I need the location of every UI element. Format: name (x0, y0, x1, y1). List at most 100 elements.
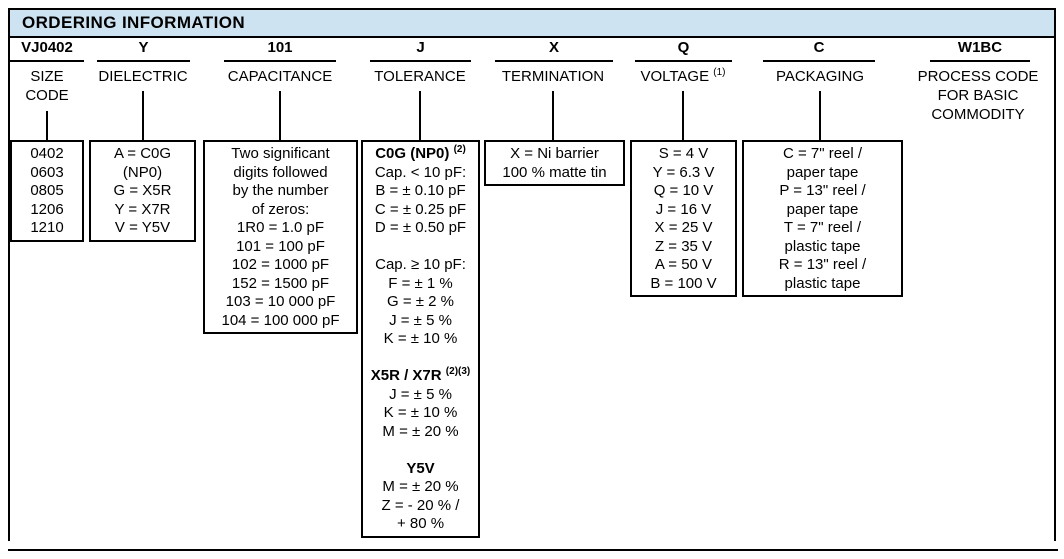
text-line: X5R / X7R (2)(3) (370, 366, 471, 385)
text-line: VOLTAGE (1) (640, 67, 726, 86)
text-line: Z = - 20 % / (381, 496, 460, 514)
text-line: SIZE (30, 68, 64, 85)
text-line: 1206 (30, 200, 64, 218)
text-line: A = 50 V (654, 256, 713, 273)
text-line: Y5V (406, 459, 435, 477)
section-header: ORDERING INFORMATION (8, 8, 1056, 38)
text-line: (NP0) (122, 163, 163, 181)
text-line: 100 % matte tin (502, 163, 607, 181)
text-line: Cap. < 10 pF: (374, 163, 467, 181)
footnote-marker: (1) (713, 67, 726, 78)
size-code-options-box: 0402 0603 0805 1206 1210 (10, 140, 84, 242)
text-line: digits followed (233, 163, 328, 181)
connector-line (682, 91, 684, 140)
text-line: Q = 10 V (653, 182, 714, 199)
text-line: Z = 35 V (654, 237, 713, 255)
code-value: X (548, 39, 559, 56)
text-line (363, 349, 478, 368)
text-line: P = 13" reel / (779, 182, 866, 199)
connector-line (819, 91, 821, 140)
section-title: ORDERING INFORMATION (22, 13, 246, 32)
frame-right-border (1054, 8, 1056, 541)
text-line: TERMINATION (501, 68, 605, 85)
column-label: TERMINATION (473, 67, 633, 86)
text-line: 102 = 1000 pF (231, 256, 330, 273)
code-underline (763, 60, 875, 62)
text-line: plastic tape (784, 237, 861, 255)
code-value: 101 (267, 39, 293, 56)
bottom-rule (8, 549, 1058, 551)
text-line: R = 13" reel / (778, 256, 867, 273)
text-line: 152 = 1500 pF (231, 274, 330, 292)
text-line: Two significant (231, 145, 330, 162)
connector-line (46, 111, 48, 140)
text-line: J = ± 5 % (389, 385, 452, 403)
packaging-options-box: C = 7" reel / paper tape P = 13" reel / pap… (742, 140, 903, 297)
footnote-marker: (2) (453, 144, 466, 155)
text-line: M = ± 20 % (382, 478, 459, 495)
column-label: DIELECTRIC (63, 67, 223, 86)
text-line: A = C0G (113, 145, 172, 162)
column-label: SIZE CODE (0, 67, 127, 105)
column-label: VOLTAGE (1) (603, 67, 763, 86)
code-underline (495, 60, 613, 62)
text-line: X = Ni barrier (510, 145, 599, 162)
text-line: B = 100 V (650, 274, 717, 292)
text-line: M = ± 20 % (382, 422, 459, 440)
text-line: plastic tape (784, 274, 861, 292)
code-value: C (813, 39, 825, 56)
text-line: C = ± 0.25 pF (374, 200, 467, 218)
code-value: Q (677, 39, 690, 56)
text-line: S = 4 V (658, 145, 709, 162)
text-line: G = ± 2 % (386, 293, 454, 310)
column-label: TOLERANCE (340, 67, 500, 86)
text-line: paper tape (786, 200, 859, 218)
text-line: T = 7" reel / (783, 219, 862, 236)
code-underline (930, 60, 1030, 62)
code-underline (10, 60, 84, 62)
termination-options-box: X = Ni barrier 100 % matte tin (484, 140, 625, 186)
capacitance-options-box: Two significant digits followed by the num… (203, 140, 358, 334)
text-line: K = ± 10 % (383, 404, 458, 421)
text-line: F = ± 1 % (388, 274, 453, 292)
text-line: of zeros: (251, 200, 310, 218)
connector-line (552, 91, 554, 140)
column-label: PACKAGING (740, 67, 900, 86)
text-line: FOR BASIC (937, 87, 1019, 104)
text-line: COMMODITY (931, 106, 1025, 123)
text-line: V = Y5V (114, 219, 171, 236)
text-line: G = X5R (113, 182, 172, 199)
text-line: PACKAGING (775, 68, 865, 85)
code-value: J (416, 39, 425, 56)
text-line: 104 = 100 000 pF (221, 311, 340, 329)
column-label: PROCESS CODE FOR BASIC COMMODITY (898, 67, 1058, 124)
frame-left-border (8, 8, 10, 541)
text-line: by the number (232, 182, 329, 199)
text-line: 0402 (30, 145, 64, 162)
code-underline (635, 60, 732, 62)
text-line: K = ± 10 % (383, 330, 458, 347)
text-line (363, 441, 478, 460)
text-line: C = 7" reel / (782, 145, 863, 162)
text-line: 1R0 = 1.0 pF (236, 219, 325, 236)
dielectric-options-box: A = C0G (NP0) G = X5R Y = X7R V = Y5V (89, 140, 196, 242)
text-line: 103 = 10 000 pF (225, 293, 336, 310)
code-underline (97, 60, 190, 62)
text-line: DIELECTRIC (98, 68, 188, 85)
text-line: CODE (25, 87, 69, 104)
text-line: + 80 % (396, 515, 445, 532)
text-line: B = ± 0.10 pF (375, 182, 466, 199)
connector-line (419, 91, 421, 140)
code-value: Y (138, 39, 149, 56)
column-label: CAPACITANCE (200, 67, 360, 86)
code-value: W1BC (957, 39, 1003, 56)
tolerance-options-box: C0G (NP0) (2) Cap. < 10 pF: B = ± 0.10 pF C… (361, 140, 480, 538)
text-line: J = ± 5 % (389, 311, 452, 329)
text-line: CAPACITANCE (227, 68, 333, 85)
code-underline (224, 60, 336, 62)
connector-line (279, 91, 281, 140)
text-line: 0603 (30, 163, 64, 181)
text-line (363, 238, 478, 257)
text-line: Y = X7R (114, 200, 171, 218)
